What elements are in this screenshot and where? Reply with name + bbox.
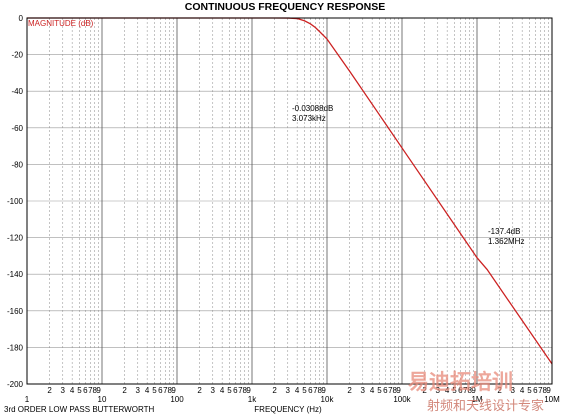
x-minor-label: 6: [233, 386, 238, 395]
x-minor-label: 2: [197, 386, 202, 395]
x-decade-label: 100k: [393, 395, 411, 404]
watermark: 易迪拓培训 射频和天线设计专家: [408, 370, 544, 414]
x-minor-label: 4: [520, 386, 525, 395]
x-minor-label: 5: [302, 386, 307, 395]
series-line-magnitude: [27, 17, 553, 365]
x-minor-label: 8: [243, 386, 248, 395]
series-layer: [27, 17, 553, 365]
x-minor-label: 3: [286, 386, 291, 395]
x-minor-label: 6: [308, 386, 313, 395]
x-minor-label: 8: [393, 386, 398, 395]
x-decade-label: 1k: [248, 395, 257, 404]
x-minor-label: 8: [93, 386, 98, 395]
x-minor-label: 9: [471, 386, 476, 395]
x-minor-label: 8: [543, 386, 548, 395]
x-minor-label: 5: [227, 386, 232, 395]
x-decade-label: 10M: [544, 395, 560, 404]
x-minor-label: 5: [527, 386, 532, 395]
x-minor-label: 8: [318, 386, 323, 395]
x-minor-label: 3: [61, 386, 66, 395]
x-minor-label: 7: [463, 386, 468, 395]
x-decade-label: 100: [170, 395, 184, 404]
x-minor-label: 5: [452, 386, 457, 395]
y-tick-label: -60: [11, 124, 23, 133]
x-minor-label: 9: [96, 386, 101, 395]
annotation-label: 3.073kHz: [292, 114, 326, 123]
x-minor-label: 5: [77, 386, 82, 395]
x-minor-label: 2: [422, 386, 427, 395]
x-minor-label: 2: [47, 386, 52, 395]
annotation-label: -137.4dB: [488, 227, 520, 236]
annotation-label: 1.362MHz: [488, 237, 524, 246]
x-minor-label: 4: [145, 386, 150, 395]
x-minor-label: 2: [497, 386, 502, 395]
y-tick-label: -140: [7, 270, 24, 279]
x-minor-label: 8: [168, 386, 173, 395]
y-tick-label: -120: [7, 234, 24, 243]
grid: [26, 17, 553, 385]
x-minor-label: 4: [295, 386, 300, 395]
x-minor-label: 6: [83, 386, 88, 395]
x-minor-label: 3: [511, 386, 516, 395]
annotation-label: -0.03088dB: [292, 104, 333, 113]
x-decade-label: 1: [25, 395, 30, 404]
x-minor-label: 6: [533, 386, 538, 395]
x-minor-label: 9: [546, 386, 551, 395]
x-minor-label: 2: [122, 386, 127, 395]
x-decade-label: 10k: [321, 395, 335, 404]
legend-series-label: MAGNITUDE (dB): [28, 19, 94, 28]
x-minor-label: 2: [347, 386, 352, 395]
y-tick-label: -180: [7, 343, 24, 352]
x-minor-label: 4: [445, 386, 450, 395]
x-minor-label: 4: [70, 386, 75, 395]
x-minor-label: 7: [163, 386, 168, 395]
x-minor-label: 7: [88, 386, 93, 395]
x-minor-label: 3: [361, 386, 366, 395]
chart-subtitle: 3rd ORDER LOW PASS BUTTERWORTH: [4, 405, 154, 414]
x-minor-label: 3: [211, 386, 216, 395]
y-tick-labels: 0 -20 -40 -60 -80 -100 -120 -140 -160 -180 -200: [7, 14, 24, 389]
y-tick-label: 0: [19, 14, 24, 23]
y-tick-label: -100: [7, 197, 24, 206]
x-minor-label: 9: [396, 386, 401, 395]
watermark-tagline: 射频和天线设计专家: [427, 398, 544, 414]
x-minor-label: 4: [370, 386, 375, 395]
x-minor-label: 9: [171, 386, 176, 395]
y-tick-label: -40: [11, 87, 23, 96]
y-tick-label: -80: [11, 160, 23, 169]
x-minor-label: 5: [152, 386, 157, 395]
plot-frame: [26, 17, 553, 385]
x-minor-label: 7: [388, 386, 393, 395]
x-minor-label: 7: [538, 386, 543, 395]
x-axis-label: FREQUENCY (Hz): [254, 405, 322, 414]
x-minor-label: 8: [468, 386, 473, 395]
x-minor-label: 2: [272, 386, 277, 395]
x-decade-label: 1M: [471, 395, 482, 404]
x-minor-label: 9: [246, 386, 251, 395]
x-minor-label: 3: [136, 386, 141, 395]
x-minor-label: 7: [238, 386, 243, 395]
chart-title: CONTINUOUS FREQUENCY RESPONSE: [185, 1, 386, 13]
watermark-logo: 易迪拓培训: [408, 370, 513, 394]
y-tick-label: -20: [11, 51, 23, 60]
x-minor-label: 6: [458, 386, 463, 395]
x-decade-label: 10: [98, 395, 107, 404]
x-minor-label: 6: [383, 386, 388, 395]
x-minor-label: 4: [220, 386, 225, 395]
x-minor-label: 3: [436, 386, 441, 395]
x-minor-label: 7: [313, 386, 318, 395]
y-tick-label: -160: [7, 307, 24, 316]
x-minor-label: 6: [158, 386, 163, 395]
x-minor-label: 5: [377, 386, 382, 395]
y-tick-label: -200: [7, 380, 24, 389]
x-minor-label: 9: [321, 386, 326, 395]
